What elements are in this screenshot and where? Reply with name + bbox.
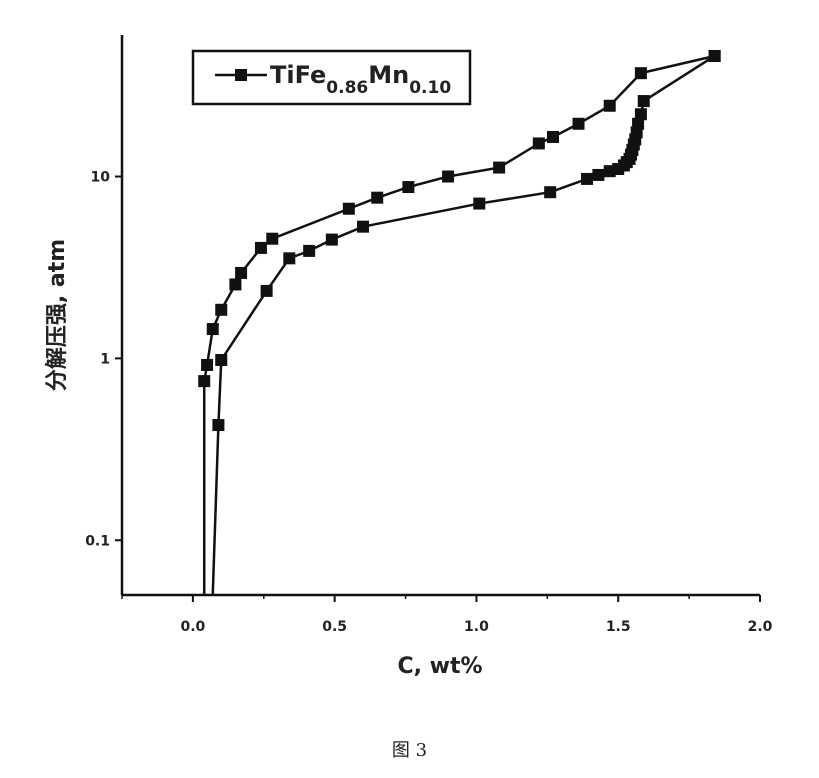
absorption-point — [547, 130, 560, 143]
legend-base: TiFe — [270, 61, 326, 89]
desorption-point — [581, 172, 594, 185]
desorption-point — [303, 244, 316, 257]
desorption-point — [283, 252, 296, 265]
figure-caption: 图 3 — [391, 740, 428, 761]
y-ticks: 0.1 1 10 — [85, 170, 122, 549]
absorption-point — [198, 375, 211, 388]
x-tick-label: 1.0 — [464, 619, 489, 635]
desorption-point — [325, 233, 338, 246]
y-tick-label: 10 — [91, 170, 111, 186]
desorption-point — [708, 49, 721, 62]
legend-sub1: 0.86 — [326, 78, 368, 98]
y-axis-label: 分解压强, atm — [44, 239, 70, 391]
desorption-point — [603, 165, 616, 178]
x-tick-label: 0.0 — [180, 619, 205, 635]
x-tick-label: 1.5 — [606, 619, 631, 635]
absorption-point — [229, 278, 242, 291]
absorption-point — [634, 67, 647, 80]
absorption-point — [532, 137, 545, 150]
y-tick-label: 1 — [100, 351, 110, 367]
absorption-point — [201, 358, 214, 371]
desorption-point — [357, 220, 370, 233]
x-tick-label: 0.5 — [322, 619, 347, 635]
absorption-point — [442, 170, 455, 183]
absorption-point — [266, 232, 279, 245]
legend-sub2: 0.10 — [409, 78, 451, 98]
absorption-point — [206, 323, 219, 336]
absorption-point — [603, 99, 616, 112]
absorption-point — [572, 117, 585, 130]
absorption-point — [342, 202, 355, 215]
absorption-point — [402, 181, 415, 194]
absorption-point — [493, 161, 506, 174]
legend-label: TiFe0.86Mn0.10 — [270, 61, 451, 98]
absorption-point — [215, 303, 228, 316]
desorption-point — [637, 95, 650, 108]
x-tick-label: 2.0 — [748, 619, 773, 635]
desorption-point — [215, 353, 228, 366]
desorption-point — [592, 168, 605, 181]
plot-axes — [120, 35, 760, 597]
x-axis-label: C, wt% — [397, 654, 482, 679]
desorption-point — [544, 186, 557, 199]
series-layer — [198, 49, 721, 596]
absorption-point — [235, 266, 248, 279]
absorption-point — [254, 241, 267, 254]
legend-marker — [235, 69, 247, 81]
desorption-point — [260, 284, 273, 297]
legend-mid: Mn — [368, 61, 409, 89]
x-ticks: 0.0 0.5 1.0 1.5 2.0 — [121, 595, 773, 635]
desorption-point — [634, 108, 647, 121]
y-tick-label: 0.1 — [85, 533, 110, 549]
legend: TiFe0.86Mn0.10 — [191, 49, 472, 106]
desorption-point — [212, 419, 225, 432]
absorption-point — [371, 191, 384, 204]
desorption-point — [473, 197, 486, 210]
